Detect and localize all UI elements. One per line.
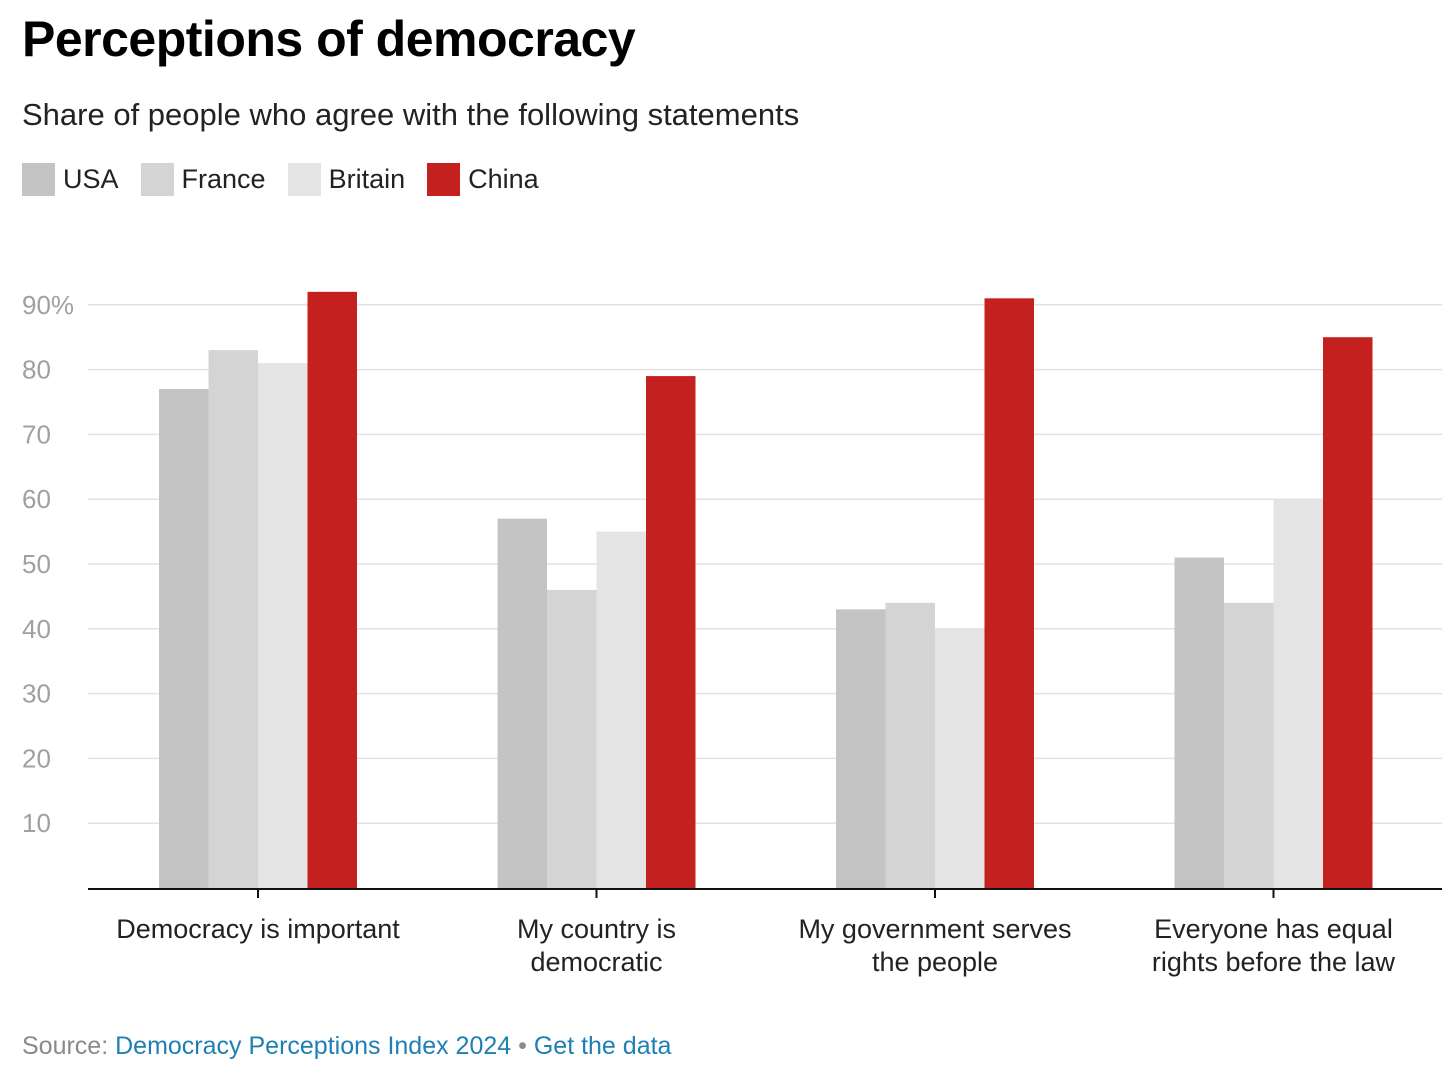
legend-label-britain: Britain [328,164,406,194]
bar-usa-0[interactable] [159,389,209,888]
y-axis-ticks: 90% 80 70 60 50 40 30 20 10 [22,290,74,838]
y-tick-label: 40 [22,614,51,644]
source-line: Source: Democracy Perceptions Index 2024… [22,1032,671,1061]
legend-swatch-china [427,163,461,196]
source-prefix: Source: [22,1032,109,1060]
bar-france-3[interactable] [1224,602,1274,888]
y-tick-label: 50 [22,549,51,579]
legend-swatch-france [140,163,174,196]
bar-china-2[interactable] [984,298,1035,888]
bar-britain-2[interactable] [935,628,985,888]
bar-britain-0[interactable] [258,363,308,888]
category-label: My country is [517,914,676,944]
get-data-link[interactable]: Get the data [533,1032,672,1060]
bar-china-1[interactable] [646,376,696,888]
legend-item-britain[interactable]: Britain [287,163,406,196]
legend-item-usa[interactable]: USA [22,163,119,196]
bar-china-0[interactable] [307,291,358,889]
bar-usa-2[interactable] [836,609,886,888]
y-tick-label: 80 [22,355,51,385]
legend-item-china[interactable]: China [427,163,539,196]
source-link[interactable]: Democracy Perceptions Index 2024 [115,1032,512,1060]
y-tick-label: 10 [22,808,51,838]
bar-france-2[interactable] [885,602,936,888]
category-label: democratic [530,947,662,977]
legend-label-usa: USA [63,164,119,194]
category-label: Democracy is important [116,914,400,944]
y-tick-label: 90% [22,290,74,320]
source-separator: • [518,1032,527,1060]
y-tick-label: 20 [22,743,51,773]
legend: USA France Britain China [22,163,561,196]
y-tick-label: 30 [22,679,51,709]
category-label: the people [872,947,998,977]
category-labels: Democracy is important My country isdemoc… [116,914,1395,977]
bar-britain-3[interactable] [1273,499,1324,888]
x-axis [88,888,1442,898]
bar-usa-1[interactable] [497,518,548,888]
bar-france-1[interactable] [547,589,597,888]
legend-label-china: China [468,164,539,194]
bar-france-0[interactable] [208,350,259,888]
chart-title: Perceptions of democracy [22,11,636,67]
legend-item-france[interactable]: France [140,163,266,196]
bar-chart: 90% 80 70 60 50 40 30 20 10 Democracy is importa… [22,290,1442,977]
bar-usa-3[interactable] [1174,557,1225,888]
chart-subtitle: Share of people who agree with the follo… [22,97,800,132]
category-label: My government serves [798,914,1071,944]
bars [159,291,1373,889]
category-label: rights before the law [1152,947,1396,977]
category-label: Everyone has equal [1154,914,1393,944]
legend-swatch-britain [287,163,321,196]
legend-label-france: France [181,164,266,194]
legend-swatch-usa [22,163,55,196]
bar-china-3[interactable] [1323,337,1373,888]
y-tick-label: 60 [22,484,51,514]
y-tick-label: 70 [22,419,51,449]
bar-britain-1[interactable] [596,531,647,888]
